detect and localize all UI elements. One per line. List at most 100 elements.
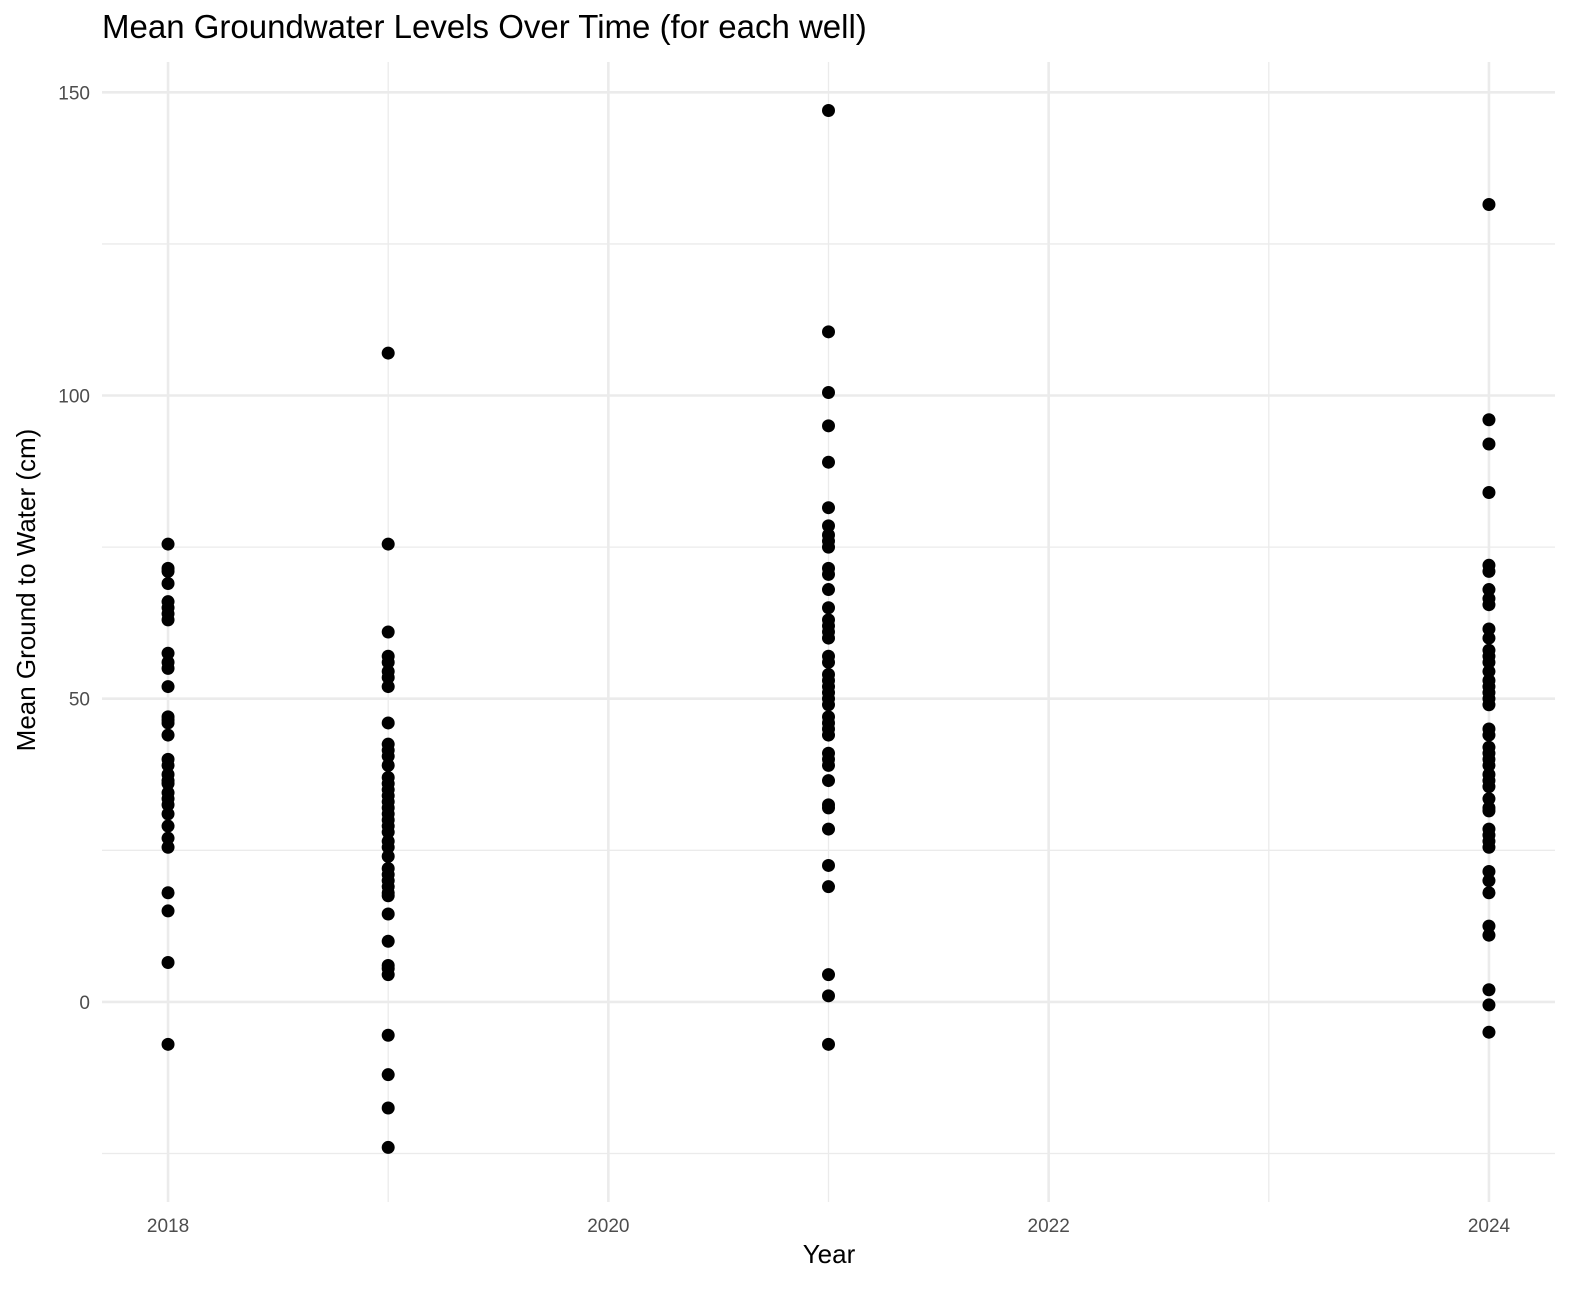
data-point [161,716,175,730]
data-point [822,567,835,581]
data-point [1482,804,1496,818]
y-tick-label: 50 [69,690,90,711]
data-point [161,831,175,845]
data-point [1482,598,1496,612]
data-point [1482,564,1496,578]
data-point [822,758,835,772]
data-point [822,822,835,836]
data-point [161,576,175,590]
data-point [1482,758,1496,772]
data-point [161,840,175,854]
data-point [822,501,835,515]
data-point [381,758,395,772]
data-point [381,537,395,551]
data-point [822,519,835,533]
data-point [381,934,395,948]
data-point [381,1028,395,1042]
data-point [1482,655,1496,669]
data-point [822,540,835,554]
data-point [822,325,835,339]
y-tick-label: 100 [58,387,90,408]
data-point [822,104,835,118]
data-point [161,904,175,918]
data-point [1482,664,1496,678]
data-point [1482,983,1496,997]
data-point [161,728,175,742]
data-point [822,601,835,615]
data-point [822,774,835,788]
data-point [1482,413,1496,427]
data-point [1482,198,1496,211]
y-tick-label: 0 [79,993,90,1014]
data-point [161,955,175,969]
chart-title: Mean Groundwater Levels Over Time (for e… [102,8,867,45]
data-point [822,583,835,597]
x-tick-label: 2020 [587,1216,629,1237]
y-axis-title: Mean Ground to Water (cm) [11,429,41,752]
data-point [381,1101,395,1115]
data-point [1482,1025,1496,1039]
x-axis-title: Year [803,1239,856,1269]
data-point [822,419,835,433]
data-point [1482,840,1496,854]
data-point [381,907,395,921]
data-point [381,670,395,684]
data-point [1482,919,1496,933]
y-axis-tick-labels: 0 50 100 150 [58,83,90,1014]
data-point [381,625,395,639]
data-point [822,1037,835,1051]
data-point [381,849,395,863]
data-point [161,564,175,578]
x-tick-label: 2018 [147,1216,189,1237]
data-point [161,613,175,627]
data-point [1482,886,1496,900]
data-point [822,858,835,872]
data-point [381,749,395,763]
data-point [161,886,175,900]
data-point [822,728,835,742]
data-point [822,455,835,469]
data-point [822,968,835,982]
data-point [822,698,835,712]
data-point [822,631,835,645]
data-point [381,716,395,730]
data-point [1482,928,1496,942]
data-point [161,798,175,812]
data-point [161,537,175,551]
data-point [381,1140,395,1154]
data-point [381,680,395,694]
data-point [161,646,175,660]
data-point [161,807,175,821]
data-point [161,758,175,772]
data-point [381,1068,395,1082]
data-point [1482,874,1496,888]
data-point [161,1037,175,1051]
data-point [161,661,175,675]
data-point [1482,486,1496,500]
data-point [381,968,395,982]
data-point [822,801,835,815]
data-point [161,680,175,694]
x-axis-tick-labels: 2018 2020 2022 2024 [147,1216,1511,1237]
data-points [161,104,1496,1154]
data-point [1482,998,1496,1012]
data-point [822,989,835,1003]
data-point [1482,631,1496,645]
data-point [381,825,395,839]
data-point [1482,780,1496,794]
x-tick-label: 2024 [1468,1216,1511,1237]
data-point [381,840,395,854]
data-point [1482,437,1496,451]
data-point [381,889,395,903]
data-point [161,819,175,833]
data-point [381,346,395,360]
x-tick-label: 2022 [1028,1216,1070,1237]
data-point [161,777,175,791]
data-point [1482,698,1496,712]
data-point [1482,865,1496,879]
y-tick-label: 150 [58,83,90,104]
data-point [381,655,395,669]
data-point [1482,622,1496,636]
data-point [822,655,835,669]
